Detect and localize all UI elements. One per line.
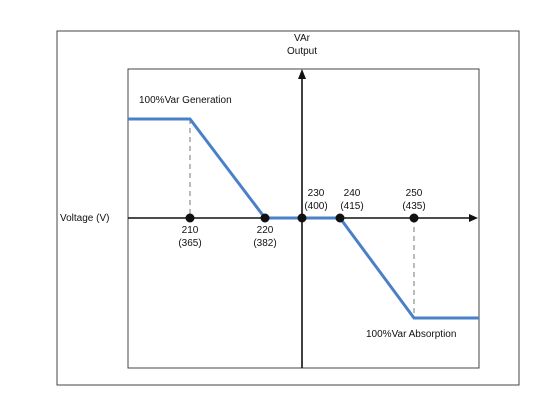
tick-sublabel-230: (400) bbox=[304, 201, 327, 212]
tick-label-230: 230 bbox=[308, 188, 325, 199]
marker-210 bbox=[185, 213, 195, 223]
annotation-generation: 100%Var Generation bbox=[139, 95, 232, 106]
marker-230 bbox=[297, 213, 307, 223]
x-axis-label: Voltage (V) bbox=[60, 213, 109, 224]
y-axis-title-line-2: Output bbox=[287, 46, 317, 57]
marker-240 bbox=[335, 213, 345, 223]
tick-label-250: 250 bbox=[406, 188, 423, 199]
marker-250 bbox=[409, 213, 419, 223]
y-axis-arrowhead bbox=[298, 69, 306, 79]
markers bbox=[185, 213, 419, 223]
tick-sublabel-250: (435) bbox=[402, 201, 425, 212]
tick-labels: 210 (365) 220 (382) 230 (400) 240 (415) 250 (435) bbox=[178, 188, 425, 249]
y-axis-title-line-1: VAr bbox=[294, 33, 311, 44]
x-axis-arrowhead bbox=[469, 214, 478, 222]
figure-frame bbox=[56, 30, 520, 386]
tick-label-210: 210 bbox=[182, 225, 199, 236]
tick-sublabel-240: (415) bbox=[340, 201, 363, 212]
tick-label-240: 240 bbox=[344, 188, 361, 199]
tick-label-220: 220 bbox=[257, 225, 274, 236]
marker-220 bbox=[260, 213, 270, 223]
annotation-absorption: 100%Var Absorption bbox=[366, 329, 456, 340]
tick-sublabel-210: (365) bbox=[178, 238, 201, 249]
dashed-guides bbox=[189, 119, 415, 318]
tick-sublabel-220: (382) bbox=[253, 238, 276, 249]
